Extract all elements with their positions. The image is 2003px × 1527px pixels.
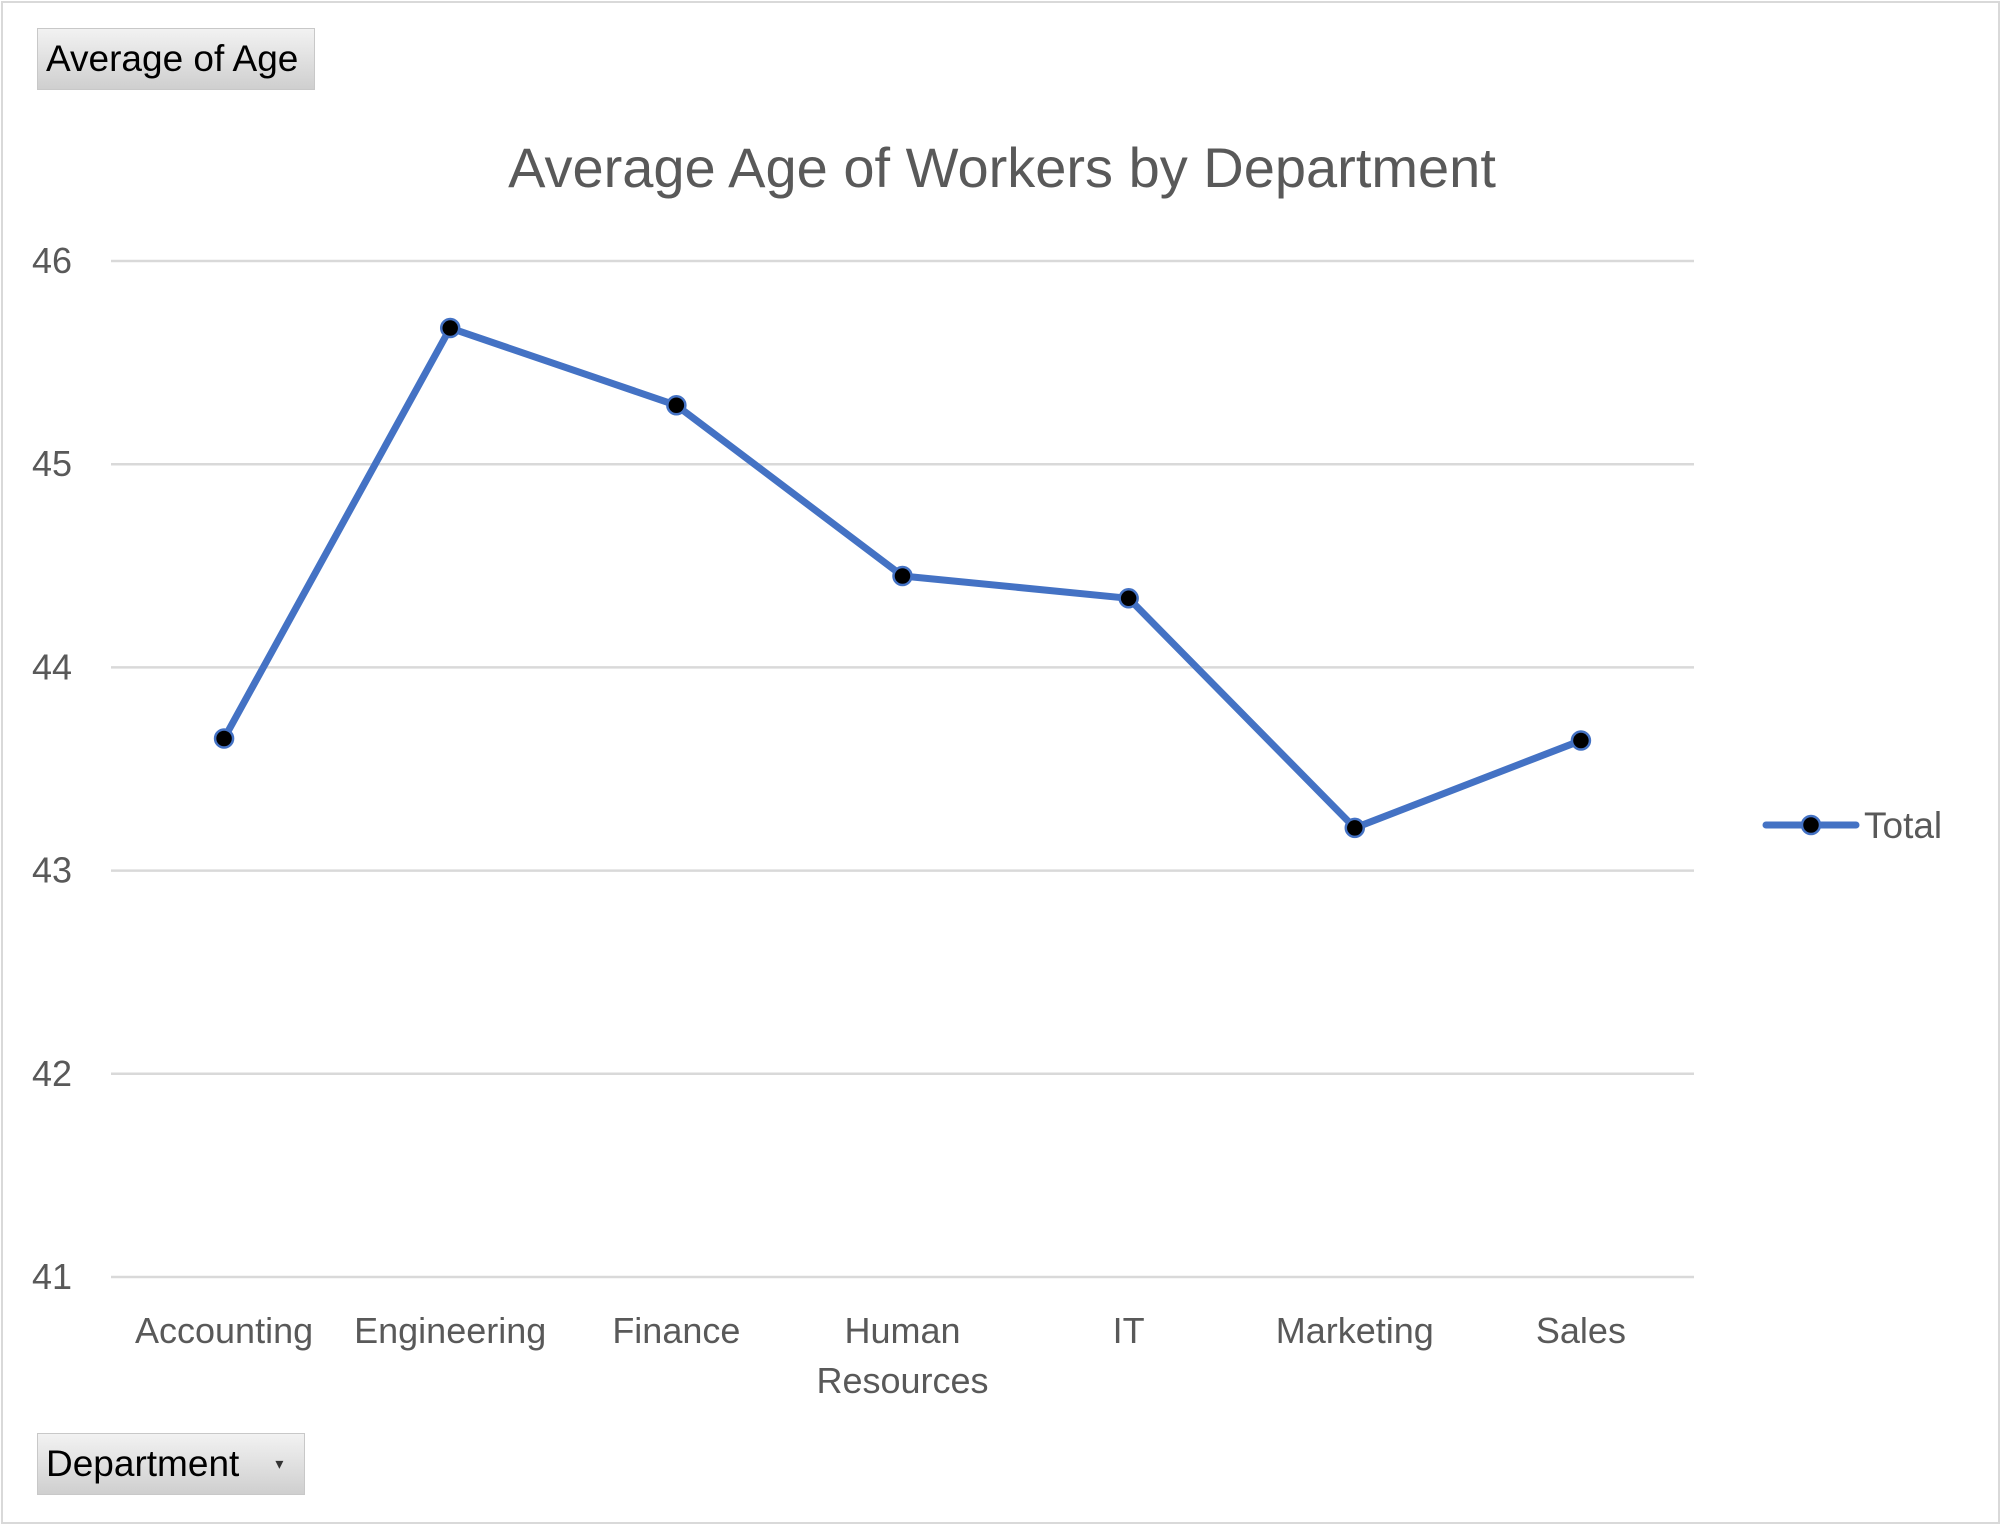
x-tick-label: Human Resources (816, 1310, 988, 1401)
x-tick-label: Engineering (354, 1310, 546, 1351)
y-tick-label: 46 (32, 240, 72, 281)
data-point (666, 395, 687, 416)
x-tick-label: Sales (1536, 1310, 1626, 1351)
y-tick-label: 43 (32, 850, 72, 891)
x-tick-label: IT (1113, 1310, 1145, 1351)
data-point (213, 728, 235, 749)
value-field-label: Average of Age (46, 38, 299, 79)
y-tick-label: 44 (32, 646, 72, 687)
value-field-button[interactable]: Average of Age (37, 28, 315, 90)
data-point (439, 317, 461, 339)
data-point (892, 565, 913, 587)
dropdown-arrow-icon[interactable]: ▾ (275, 1456, 284, 1473)
legend[interactable]: Total (1762, 805, 1942, 846)
data-point (1118, 588, 1139, 609)
x-tick-label: Accounting (135, 1310, 313, 1351)
data-point (1570, 730, 1592, 751)
x-tick-label: Finance (612, 1310, 740, 1351)
data-point (1344, 817, 1366, 839)
axis-field-button[interactable]: Department ▾ (37, 1433, 305, 1495)
y-tick-label: 45 (32, 443, 72, 484)
y-tick-label: 41 (32, 1256, 72, 1297)
legend-label: Total (1864, 805, 1942, 846)
y-axis-tick-labels: 41 42 43 44 45 46 (32, 240, 72, 1297)
legend-marker-swatch (1800, 814, 1822, 836)
x-tick-label: Marketing (1276, 1310, 1434, 1351)
y-tick-label: 42 (32, 1053, 72, 1094)
series-total (213, 317, 1592, 839)
x-axis-tick-labels: Accounting Engineering Finance Human Resourc… (135, 1310, 1626, 1401)
gridlines (111, 259, 1694, 1279)
axis-field-label: Department (46, 1443, 240, 1484)
chart-title: Average Age of Workers by Department (508, 136, 1496, 199)
